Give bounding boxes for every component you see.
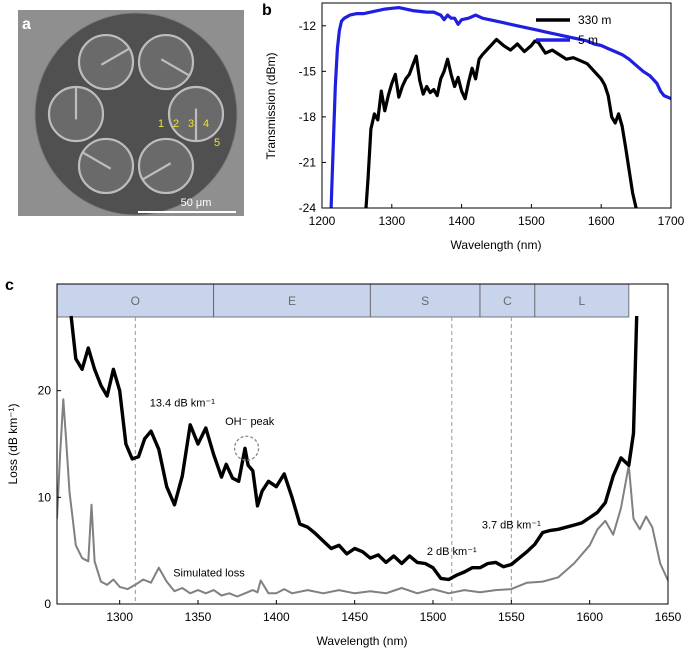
band-s bbox=[369, 283, 481, 318]
c-x-tick-label: 1350 bbox=[185, 610, 212, 624]
band-label-e: E bbox=[288, 294, 296, 308]
annotation-label: 13.4 dB km⁻¹ bbox=[150, 398, 215, 410]
b-y-tick-label: -21 bbox=[299, 155, 317, 169]
panel-label-a: a bbox=[22, 16, 31, 33]
scale-bar-label: 50 μm bbox=[181, 197, 212, 209]
core-number-5: 5 bbox=[214, 137, 220, 149]
c-x-tick-label: 1650 bbox=[655, 610, 682, 624]
b-legend-label-5m: 5 m bbox=[578, 33, 598, 47]
hollow-core-tubes bbox=[47, 33, 225, 195]
annotation-label: OH⁻ peak bbox=[225, 416, 275, 428]
band-label-c: C bbox=[503, 294, 512, 308]
b-y-tick-label: -15 bbox=[299, 64, 317, 78]
c-x-axis-label: Wavelength (nm) bbox=[317, 634, 408, 648]
c-x-tick-label: 1500 bbox=[420, 610, 447, 624]
b-y-tick-label: -18 bbox=[299, 110, 317, 124]
c-y-axis-label: Loss (dB km⁻¹) bbox=[6, 403, 20, 484]
annotation-label: Simulated loss bbox=[173, 567, 245, 579]
panel-a-micrograph: a 1 2 3 4 5 50 μm bbox=[18, 10, 244, 216]
series-line-simulated-loss bbox=[57, 398, 668, 598]
series-line-measured bbox=[69, 315, 639, 582]
b-y-tick-labels: -24 -21 -18 -15 -12 bbox=[299, 19, 326, 215]
c-y-tick-label: 10 bbox=[38, 490, 52, 504]
core-divider bbox=[160, 58, 190, 77]
b-x-tick-label: 1200 bbox=[309, 214, 336, 228]
c-x-tick-labels: 1300 1350 1400 1450 1500 1550 1600 1650 bbox=[106, 600, 682, 624]
band-label-o: O bbox=[131, 294, 140, 308]
b-series-lines bbox=[329, 6, 671, 208]
panel-label-c: c bbox=[5, 277, 14, 294]
b-x-tick-label: 1500 bbox=[518, 214, 545, 228]
c-x-tick-label: 1600 bbox=[576, 610, 603, 624]
core-number-1: 1 bbox=[158, 118, 164, 130]
band-label-l: L bbox=[578, 294, 585, 308]
b-legend-label-330m: 330 m bbox=[578, 13, 611, 27]
band-c bbox=[479, 283, 536, 318]
series-line-5-m bbox=[329, 6, 671, 208]
b-x-tick-label: 1300 bbox=[378, 214, 405, 228]
core-divider bbox=[82, 151, 112, 170]
panel-label-b: b bbox=[262, 2, 272, 19]
panel-c-loss-chart: c O E S C L 1300 1350 1400 1450 1500 1550 1600 1650… bbox=[5, 277, 682, 648]
band-label-s: S bbox=[421, 294, 429, 308]
c-series-lines bbox=[57, 315, 668, 598]
c-plot-frame bbox=[56, 283, 669, 605]
c-x-tick-label: 1550 bbox=[498, 610, 525, 624]
b-y-tick-label: -24 bbox=[299, 201, 317, 215]
b-x-tick-label: 1400 bbox=[448, 214, 475, 228]
annotation-label: 2 dB km⁻¹ bbox=[427, 546, 477, 558]
b-plot-frame bbox=[321, 2, 672, 209]
c-annotations: 13.4 dB km⁻¹ OH⁻ peak 2 dB km⁻¹ 3.7 dB km⁻¹… bbox=[150, 398, 541, 580]
scale-bar bbox=[138, 211, 236, 213]
annotation-label: 3.7 dB km⁻¹ bbox=[482, 519, 541, 531]
core-number-4: 4 bbox=[203, 118, 209, 130]
b-legend: 330 m 5 m bbox=[536, 13, 611, 47]
c-y-tick-labels: 0 10 20 bbox=[38, 384, 61, 611]
panel-b-transmission-chart: b 1200 1300 1400 1500 1600 1700 -24-21-18-15-… bbox=[262, 2, 685, 252]
c-x-tick-label: 1400 bbox=[263, 610, 290, 624]
core-number-3: 3 bbox=[188, 118, 194, 130]
band-e bbox=[213, 283, 371, 318]
band-l bbox=[534, 283, 630, 318]
oh-peak-circle bbox=[233, 435, 260, 461]
core-divider bbox=[100, 47, 130, 66]
c-y-tick-label: 20 bbox=[38, 384, 52, 398]
b-x-tick-labels: 1200 1300 1400 1500 1600 1700 bbox=[309, 204, 685, 228]
b-y-tick-label: -12 bbox=[299, 19, 317, 33]
b-x-tick-label: 1600 bbox=[588, 214, 615, 228]
b-x-axis-label: Wavelength (nm) bbox=[451, 238, 542, 252]
c-reference-lines bbox=[134, 317, 512, 604]
c-y-tick-label: 0 bbox=[44, 597, 51, 611]
b-y-axis-label: Transmission (dBm) bbox=[264, 53, 278, 160]
core-number-2: 2 bbox=[173, 118, 179, 130]
core-divider bbox=[142, 162, 172, 181]
series-line-330-m bbox=[364, 37, 638, 208]
b-x-tick-label: 1700 bbox=[658, 214, 685, 228]
c-x-tick-label: 1300 bbox=[106, 610, 133, 624]
c-x-tick-label: 1450 bbox=[341, 610, 368, 624]
